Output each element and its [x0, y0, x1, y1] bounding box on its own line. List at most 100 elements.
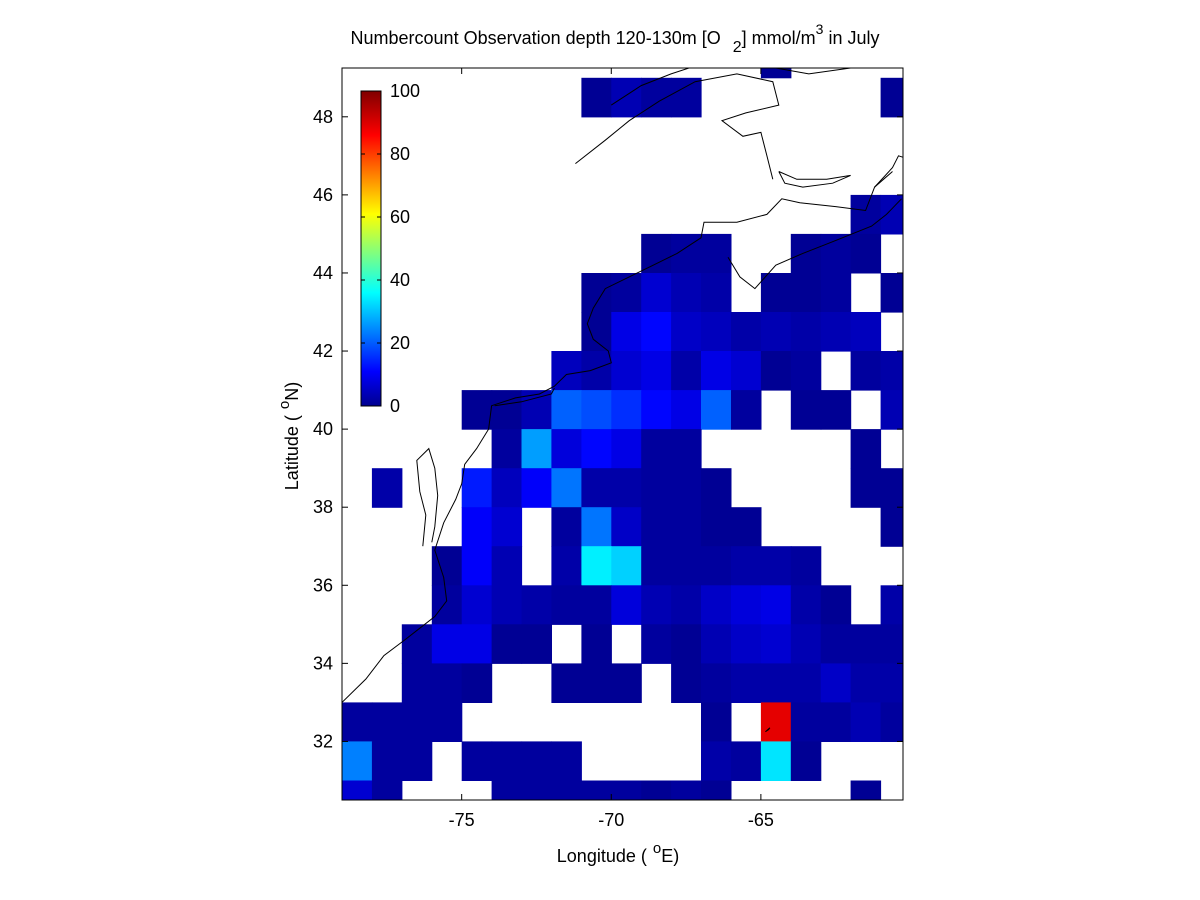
colorbar-tick-label: 80 [390, 144, 410, 164]
colorbar-tick-label: 60 [390, 207, 410, 227]
heatmap-cell [491, 546, 523, 586]
coastline-segment [416, 447, 439, 547]
heatmap-cell [371, 780, 403, 800]
heatmap-cell [581, 390, 612, 430]
heatmap-cell [880, 702, 903, 742]
heatmap-cell [611, 351, 642, 391]
y-tick-label: 44 [313, 263, 333, 283]
axes-box [341, 67, 904, 801]
heatmap-cell [342, 741, 373, 781]
heatmap-cell [342, 702, 373, 742]
heatmap-cell [521, 468, 552, 508]
heatmap-cell [671, 429, 702, 469]
heatmap-cell [820, 624, 852, 664]
y-axis-label: Latitude (oN) [276, 382, 302, 490]
heatmap-cell [701, 312, 732, 352]
heatmap-cell [431, 624, 463, 664]
heatmap-cell [641, 585, 672, 625]
heatmap-cell [671, 468, 702, 508]
colorbar: 0 20 40 60 80 100 [360, 81, 420, 416]
heatmap-cell [491, 468, 523, 508]
heatmap-cell [581, 663, 612, 703]
heatmap-cell [611, 77, 642, 118]
heatmap-cell [701, 546, 732, 586]
heatmap-cell [671, 77, 702, 118]
heatmap-cell [701, 780, 732, 800]
heatmap-cell [671, 507, 702, 547]
heatmap-cell [461, 468, 493, 508]
heatmap-cell [671, 546, 702, 586]
heatmap-cell [521, 780, 552, 800]
heatmap-cell [701, 468, 732, 508]
heatmap-cell [701, 390, 732, 430]
x-axis-label-unit: E) [661, 846, 679, 866]
heatmap-cell [790, 663, 822, 703]
coastline-segment [874, 155, 903, 188]
heatmap-cell [820, 663, 852, 703]
heatmap-cell [731, 390, 762, 430]
heatmap-cell [461, 546, 493, 586]
heatmap-cell [731, 741, 762, 781]
x-tick-label: -75 [449, 810, 475, 830]
heatmap-cell [521, 741, 552, 781]
heatmap-cell [491, 390, 523, 430]
heatmap-cell [731, 312, 762, 352]
heatmap-cell [820, 585, 852, 625]
heatmap-cell [611, 780, 642, 800]
y-axis-label-unit: N) [282, 382, 302, 401]
coastline-segment [342, 171, 893, 703]
heatmap-cell [521, 429, 552, 469]
heatmap-cell [731, 546, 762, 586]
coastline-segment [765, 727, 771, 733]
coastline-segment [611, 68, 691, 106]
heatmap-cell [491, 429, 523, 469]
heatmap-cell [701, 585, 732, 625]
heatmap-cell [491, 507, 523, 547]
x-axis-label: Longitude (oE) [557, 840, 679, 866]
heatmap-cell [671, 624, 702, 664]
heatmap-cell [641, 429, 672, 469]
heatmap-cell [551, 429, 582, 469]
heatmap-cell [701, 233, 732, 274]
heatmap-cell [880, 194, 903, 235]
title-subscript: 2 [733, 39, 742, 56]
x-axis-label-degree: o [653, 840, 661, 857]
heatmap-cell [521, 390, 552, 430]
heatmap-cell [611, 312, 642, 352]
heatmap-cell [611, 663, 642, 703]
heatmap-cell [581, 77, 612, 118]
coastline-segment [575, 73, 780, 180]
heatmap-cell [431, 663, 463, 703]
title-superscript: 3 [816, 21, 824, 37]
heatmap-cell [461, 507, 493, 547]
heatmap-cell [790, 233, 822, 274]
heatmap-cell [551, 663, 582, 703]
x-tick-label: -70 [598, 810, 624, 830]
heatmap-cell [401, 741, 433, 781]
heatmap-cell [551, 468, 582, 508]
heatmap-cell [880, 507, 903, 547]
heatmap-cell [581, 429, 612, 469]
heatmap-cell [641, 468, 672, 508]
heatmap-cell [820, 273, 852, 313]
heatmap-cell [401, 663, 433, 703]
heatmap-cell [461, 624, 493, 664]
heatmap-cell [880, 585, 903, 625]
heatmap-cell [671, 273, 702, 313]
heatmap-cell [760, 663, 792, 703]
heatmap-cell [820, 702, 852, 742]
colorbar-ticks: 0 20 40 60 80 100 [361, 81, 420, 416]
heatmap-cell [611, 585, 642, 625]
heatmap-cell [461, 585, 493, 625]
heatmap-cell [551, 390, 582, 430]
heatmap-cell [790, 273, 822, 313]
heatmap-cell [760, 702, 792, 742]
heatmap-cell [671, 585, 702, 625]
heatmap-cell [760, 273, 792, 313]
heatmap-cell [820, 312, 852, 352]
heatmap-cell [551, 585, 582, 625]
y-axis-label-prefix: Latitude ( [282, 415, 302, 490]
heatmap-cell [790, 624, 822, 664]
heatmap-cell [581, 624, 612, 664]
